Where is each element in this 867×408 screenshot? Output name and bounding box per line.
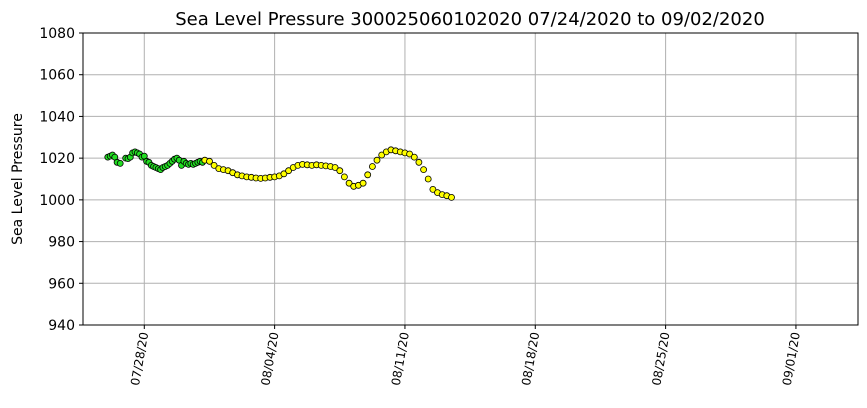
y-tick-label: 1020 — [39, 151, 75, 167]
data-point — [359, 179, 367, 187]
data-point — [424, 175, 432, 183]
y-tick-label: 1080 — [39, 26, 75, 42]
data-point — [210, 161, 218, 169]
data-point — [345, 179, 353, 187]
data-point — [280, 170, 288, 178]
y-tick-label: 940 — [48, 318, 75, 334]
y-tick-label: 980 — [48, 235, 75, 251]
data-point — [331, 164, 339, 171]
data-point — [368, 163, 376, 170]
data-point — [373, 156, 381, 164]
grid — [83, 32, 858, 326]
data-series — [104, 146, 455, 201]
data-point — [406, 150, 414, 158]
data-point — [429, 185, 437, 193]
data-point — [364, 171, 372, 179]
y-tick-label: 1060 — [39, 68, 75, 84]
y-axis-label: Sea Level Pressure — [10, 113, 26, 245]
y-tick-label: 960 — [48, 276, 75, 292]
data-point — [340, 173, 348, 181]
data-point — [448, 193, 455, 201]
data-point — [410, 153, 418, 161]
data-point — [285, 167, 293, 175]
data-point — [336, 167, 344, 175]
data-point — [420, 166, 428, 174]
plot-frame — [82, 32, 859, 326]
chart-title: Sea Level Pressure 300025060102020 07/24… — [175, 9, 765, 30]
data-point — [206, 157, 213, 165]
data-point — [415, 158, 423, 166]
series-2 — [201, 146, 455, 201]
series-1 — [104, 148, 206, 174]
data-point — [378, 151, 386, 159]
y-tick-label: 1000 — [39, 193, 75, 209]
data-point — [116, 159, 124, 167]
y-tick-label: 1040 — [39, 109, 75, 125]
